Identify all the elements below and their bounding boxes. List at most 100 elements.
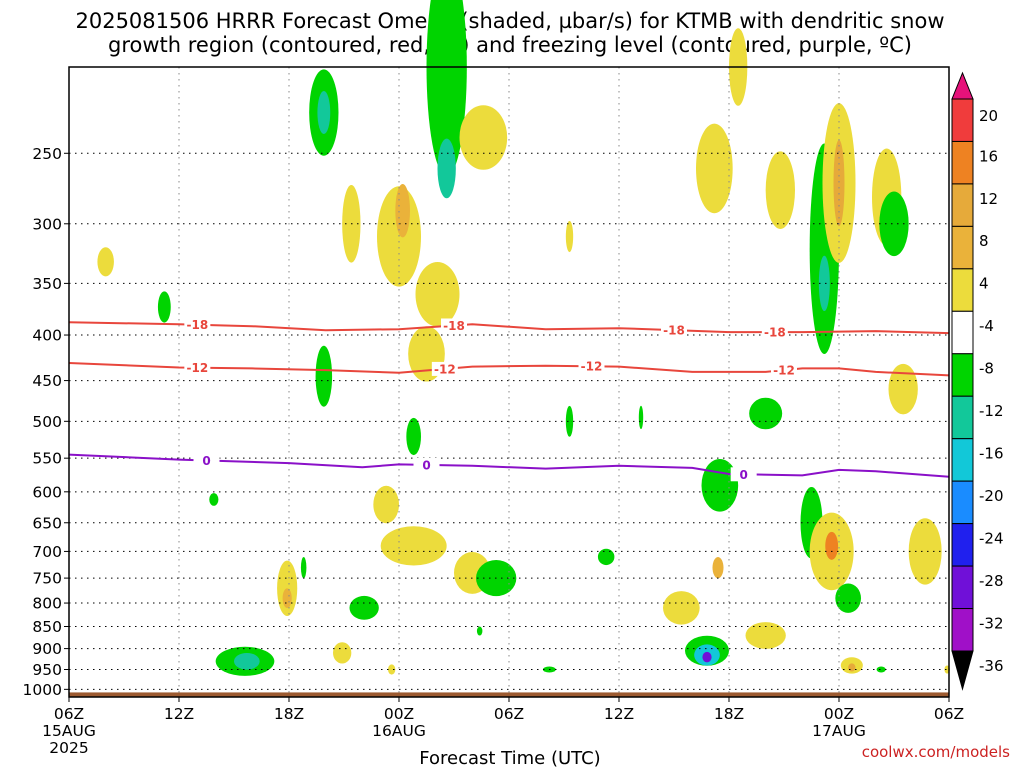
title-line-1: 2025081506 HRRR Forecast Omega (shaded, … [75, 9, 944, 33]
omega-region [879, 191, 909, 257]
contour-label-background [730, 467, 757, 482]
contour-label: -18 [764, 326, 786, 340]
contour-label: 0 [422, 458, 430, 472]
omega-region [848, 663, 856, 672]
colorbar-swatch [951, 395, 974, 440]
y-tick-label: 500 [32, 413, 62, 431]
colorbar-swatch [951, 225, 974, 270]
x-tick-label: 12Z [164, 705, 194, 723]
colorbar-label: -24 [979, 529, 1004, 547]
colorbar-label: -28 [979, 572, 1004, 590]
omega-region [157, 291, 171, 323]
colorbar-swatch [951, 183, 974, 227]
x-axis-label: Forecast Time (UTC) [419, 748, 600, 768]
omega-region [833, 139, 845, 227]
colorbar-label: 12 [979, 190, 998, 208]
contour-label: -12 [581, 360, 603, 374]
omega-region [825, 531, 839, 560]
contour-label: 0 [739, 468, 747, 482]
omega-region [437, 138, 456, 199]
omega-region [818, 255, 830, 312]
colorbar-label: -12 [979, 402, 1004, 420]
colorbar-label: 4 [979, 275, 989, 293]
omega-region [765, 151, 795, 229]
y-tick-label: 300 [32, 215, 62, 233]
contour-label: -12 [773, 364, 795, 378]
omega-region [426, 0, 467, 177]
y-tick-label: 850 [32, 618, 62, 636]
plot-area: -18 -18 -18 -18 -12 -12 -12 -12 0 0 0 [68, 0, 950, 698]
contour-label: -12 [186, 361, 208, 375]
omega-shading [97, 0, 950, 676]
y-tick-label: 450 [32, 372, 62, 390]
x-tick-label: 06Z [934, 705, 964, 723]
y-tick-label: 600 [32, 483, 62, 501]
ground-band [69, 692, 949, 697]
y-tick-label: 550 [32, 450, 62, 468]
colorbar: 20 16 12 8 4 -4 -8 -12 -16 -20 -24 -28 -32 -36 [951, 71, 1004, 691]
gridlines [68, 67, 950, 697]
x-tick-label: 18Z [714, 705, 744, 723]
contour-label-background [761, 325, 788, 340]
colorbar-swatch [951, 608, 974, 652]
omega-region [415, 261, 460, 327]
contour-label-background [771, 363, 797, 378]
omega-region [459, 105, 508, 170]
x-tick-date: 17AUG [812, 722, 866, 740]
colorbar-label: -8 [979, 360, 994, 378]
omega-region [663, 591, 700, 625]
x-tick-label: 00Z [824, 705, 854, 723]
colorbar-label: -36 [979, 657, 1004, 675]
y-tick-label: 400 [32, 327, 62, 345]
omega-region [97, 247, 114, 277]
omega-region [234, 652, 260, 670]
x-tick-label: 06Z [494, 705, 524, 723]
omega-region [333, 642, 352, 664]
x-tick-date: 16AUG [372, 722, 426, 740]
omega-region [597, 548, 615, 566]
contour-label-background [184, 317, 211, 332]
contour-line [68, 321, 950, 335]
colorbar-label: -20 [979, 487, 1004, 505]
colorbar-label: 20 [979, 107, 998, 125]
credit-text: coolwx.com/models [862, 743, 1010, 761]
omega-region [702, 651, 712, 663]
y-tick-label: 900 [32, 640, 62, 658]
contour-label: -18 [663, 324, 685, 338]
omega-region [745, 622, 786, 649]
colorbar-top-arrow [951, 71, 974, 100]
omega-region [277, 560, 298, 616]
omega-region [395, 183, 410, 238]
colorbar-label: 16 [979, 147, 998, 165]
omega-region [835, 583, 862, 613]
contour-label: -18 [186, 318, 208, 332]
colorbar-swatch [951, 310, 974, 355]
contour-label-background [184, 360, 211, 375]
colorbar-swatch [951, 480, 974, 525]
colorbar-bottom-arrow [951, 650, 974, 691]
x-tick-label: 18Z [274, 705, 304, 723]
colorbar-swatch [951, 268, 974, 312]
colorbar-label: -16 [979, 445, 1004, 463]
omega-region [380, 526, 447, 566]
y-tick-label: 700 [32, 543, 62, 561]
omega-region [317, 91, 331, 135]
omega-region [476, 626, 483, 636]
omega-region [282, 588, 292, 608]
y-tick-label: 950 [32, 661, 62, 679]
contours: -18 -18 -18 -18 -12 -12 -12 -12 0 0 0 [68, 317, 950, 482]
colorbar-label: 8 [979, 232, 989, 250]
contour-label-background [431, 361, 458, 376]
y-tick-label: 800 [32, 595, 62, 613]
omega-region [565, 220, 574, 253]
omega-region [565, 405, 574, 437]
y-tick-label: 350 [32, 275, 62, 293]
colorbar-label: -32 [979, 614, 1004, 632]
y-tick-label: 1000 [23, 681, 62, 699]
omega-region [373, 485, 399, 524]
omega-region [908, 518, 942, 585]
contour-label-background [413, 457, 440, 472]
y-tick-label: 650 [32, 514, 62, 532]
